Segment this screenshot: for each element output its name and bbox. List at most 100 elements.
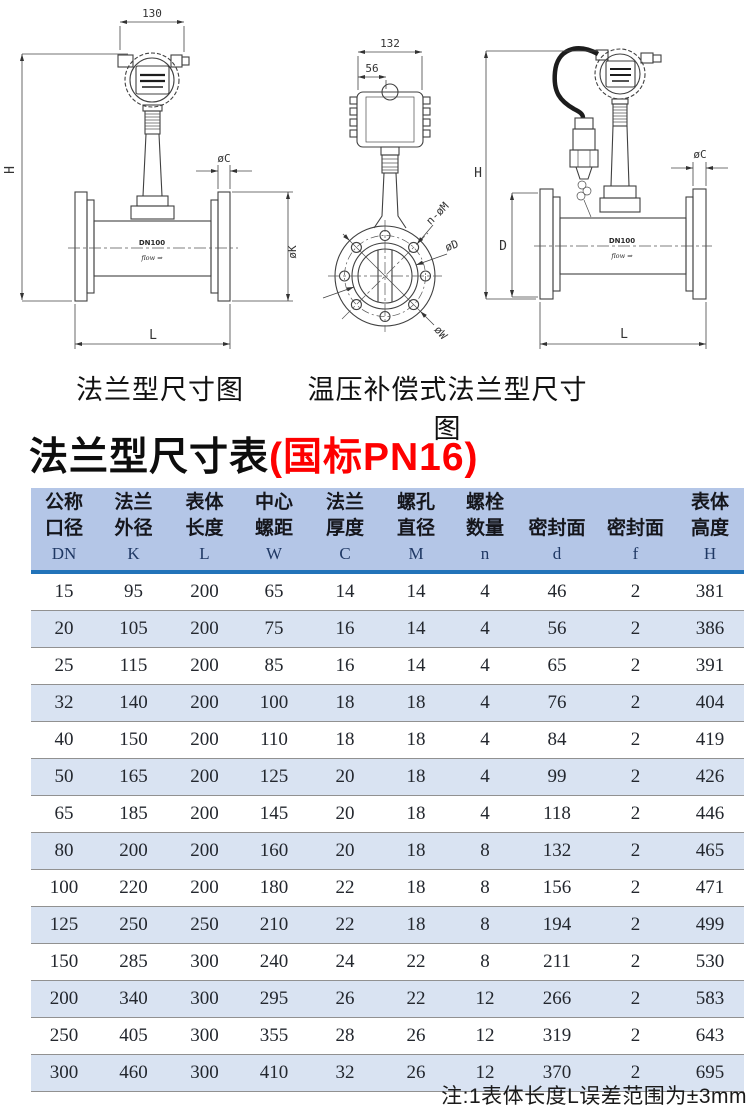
table-cell: 145 <box>239 795 309 833</box>
table-cell: 50 <box>31 758 97 796</box>
dim-label-height: H <box>474 166 482 181</box>
table-cell: 583 <box>676 980 744 1018</box>
table-row: 25 115 200 85 16 14 4 65 2 391 <box>31 647 744 685</box>
table-cell: 200 <box>170 869 239 907</box>
table-cell: 405 <box>97 1017 170 1055</box>
table-cell: 300 <box>31 1054 97 1092</box>
dim-label-height: H <box>3 166 18 174</box>
table-cell: 465 <box>676 832 744 870</box>
flow-direction-label: flow ⇒ <box>140 254 163 262</box>
caption-temp-pressure-type: 温压补偿式法兰型尺寸图 <box>307 375 588 444</box>
table-cell: 76 <box>519 684 595 722</box>
table-row: 20 105 200 75 16 14 4 56 2 386 <box>31 610 744 648</box>
table-cell: 200 <box>31 980 97 1018</box>
table-cell: 185 <box>97 795 170 833</box>
table-cell: 16 <box>309 610 381 648</box>
table-cell: 446 <box>676 795 744 833</box>
table-cell: 319 <box>519 1017 595 1055</box>
table-cell: 95 <box>97 572 170 611</box>
table-cell: 250 <box>97 906 170 944</box>
table-cell: 160 <box>239 832 309 870</box>
table-cell: 12 <box>451 980 519 1018</box>
table-cell: 14 <box>381 610 451 648</box>
table-cell: 26 <box>309 980 381 1018</box>
table-cell: 110 <box>239 721 309 759</box>
table-cell: 200 <box>170 832 239 870</box>
table-cell: 18 <box>381 795 451 833</box>
table-cell: 499 <box>676 906 744 944</box>
page-title-standard: (国标PN16) <box>269 436 479 479</box>
table-cell: 460 <box>97 1054 170 1092</box>
table-cell: 4 <box>451 647 519 685</box>
table-cell: 200 <box>170 572 239 611</box>
table-cell: 16 <box>309 647 381 685</box>
pipe-size-label: DN100 <box>609 237 635 245</box>
table-cell: 14 <box>309 572 381 611</box>
table-row: 80 200 200 160 20 18 8 132 2 465 <box>31 832 744 870</box>
dim-label-head-width: 130 <box>142 7 162 20</box>
flange-type-drawing: DN100 flow ⇒ 130 H øC øK <box>3 7 299 349</box>
dim-label-flange-od: øK <box>286 245 299 259</box>
table-cell: 125 <box>239 758 309 796</box>
table-cell: 118 <box>519 795 595 833</box>
table-row: 125 250 250 210 22 18 8 194 2 499 <box>31 906 744 944</box>
table-cell: 370 <box>519 1054 595 1092</box>
table-cell: 56 <box>519 610 595 648</box>
column-header-m: 螺孔 直径 M <box>381 488 451 574</box>
table-cell: 643 <box>676 1017 744 1055</box>
table-row: 300 460 300 410 32 26 12 370 2 695 <box>31 1054 744 1092</box>
table-cell: 12 <box>451 1017 519 1055</box>
table-cell: 194 <box>519 906 595 944</box>
table-cell: 2 <box>595 980 676 1018</box>
table-cell: 2 <box>595 906 676 944</box>
table-cell: 150 <box>97 721 170 759</box>
table-cell: 18 <box>309 684 381 722</box>
table-cell: 381 <box>676 572 744 611</box>
table-cell: 75 <box>239 610 309 648</box>
table-note: 注:1表体长度L误差范围为±3mm <box>441 1085 747 1108</box>
table-cell: 156 <box>519 869 595 907</box>
table-cell: 250 <box>31 1017 97 1055</box>
table-cell: 40 <box>31 721 97 759</box>
table-cell: 695 <box>676 1054 744 1092</box>
table-cell: 18 <box>381 906 451 944</box>
table-cell: 220 <box>97 869 170 907</box>
table-cell: 80 <box>31 832 97 870</box>
page-title: 法兰型尺寸表(国标PN16) <box>29 426 479 482</box>
table-cell: 180 <box>239 869 309 907</box>
table-cell: 200 <box>97 832 170 870</box>
table-cell: 20 <box>309 832 381 870</box>
table-cell: 22 <box>381 980 451 1018</box>
table-cell: 4 <box>451 572 519 611</box>
table-cell: 250 <box>170 906 239 944</box>
technical-drawings: DN100 flow ⇒ 130 H øC øK <box>3 7 728 349</box>
table-cell: 300 <box>170 980 239 1018</box>
table-cell: 2 <box>595 1054 676 1092</box>
dim-label-pipe-od: D <box>499 239 507 254</box>
table-cell: 200 <box>170 610 239 648</box>
table-cell: 2 <box>595 832 676 870</box>
table-cell: 340 <box>97 980 170 1018</box>
table-cell: 28 <box>309 1017 381 1055</box>
table-cell: 20 <box>31 610 97 648</box>
table-cell: 8 <box>451 832 519 870</box>
table-cell: 100 <box>239 684 309 722</box>
table-row: 250 405 300 355 28 26 12 319 2 643 <box>31 1017 744 1055</box>
table-cell: 18 <box>381 684 451 722</box>
table-cell: 32 <box>31 684 97 722</box>
front-view-drawing: 132 56 n-øM øD øW <box>322 37 460 342</box>
table-header-row: 公称 口径 DN 法兰 外径 K 表体 长度 L 中心 螺距 W 法兰 厚度 C 螺孔 直… <box>31 488 744 574</box>
page-title-main: 法兰型尺寸表 <box>29 436 270 479</box>
table-cell: 2 <box>595 795 676 833</box>
table-cell: 210 <box>239 906 309 944</box>
table-cell: 150 <box>31 943 97 981</box>
table-cell: 100 <box>31 869 97 907</box>
table-cell: 200 <box>170 758 239 796</box>
column-header-d: 密封面 d <box>519 488 595 574</box>
table-cell: 12 <box>451 1054 519 1092</box>
table-cell: 8 <box>451 943 519 981</box>
table-cell: 4 <box>451 758 519 796</box>
table-cell: 404 <box>676 684 744 722</box>
table-cell: 266 <box>519 980 595 1018</box>
